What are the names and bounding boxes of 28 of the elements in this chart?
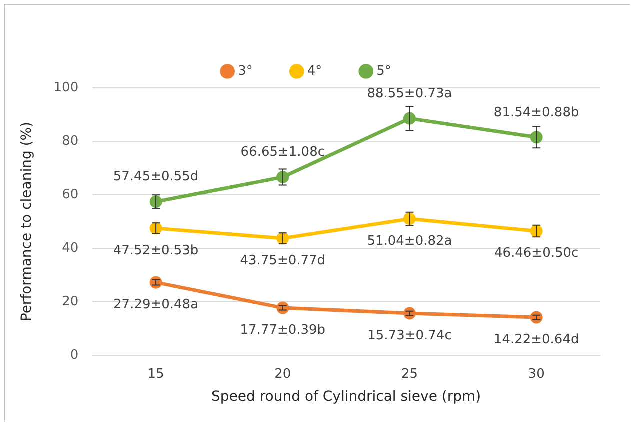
data-label: 47.52±0.53b [113, 243, 199, 258]
x-tick-label: 20 [274, 366, 292, 382]
data-label: 66.65±1.08c [240, 145, 325, 160]
data-label: 88.55±0.73a [367, 86, 452, 102]
data-label: 15.73±0.74c [368, 328, 452, 344]
x-tick-label: 30 [528, 366, 545, 382]
data-label: 43.75±0.77d [240, 253, 326, 268]
legend-label: 4° [307, 64, 322, 79]
y-tick-label: 0 [70, 348, 79, 363]
x-axis-title: Speed round of Cylindrical sieve (rpm) [212, 389, 482, 406]
data-label: 27.29±0.48a [114, 297, 199, 312]
legend-label: 5° [376, 64, 392, 79]
y-tick-label: 20 [62, 294, 79, 310]
point [150, 276, 162, 289]
x-tick-label: 25 [401, 366, 418, 382]
y-tick-label: 100 [54, 80, 79, 96]
data-label: 81.54±0.88b [494, 105, 580, 120]
y-axis-title: Performance to cleaning (%) [19, 122, 36, 322]
data-label: 57.45±0.55d [113, 170, 199, 185]
x-tick-label: 15 [148, 366, 164, 382]
data-label: 17.77±0.39b [240, 322, 326, 338]
y-tick-label: 40 [62, 240, 79, 256]
y-tick-label: 60 [62, 187, 79, 202]
data-label: 51.04±0.82a [367, 234, 452, 249]
data-label: 14.22±0.64d [494, 332, 580, 348]
legend-label: 3° [238, 64, 253, 79]
data-label: 46.46±0.50c [494, 246, 579, 262]
y-tick-label: 80 [62, 134, 79, 149]
